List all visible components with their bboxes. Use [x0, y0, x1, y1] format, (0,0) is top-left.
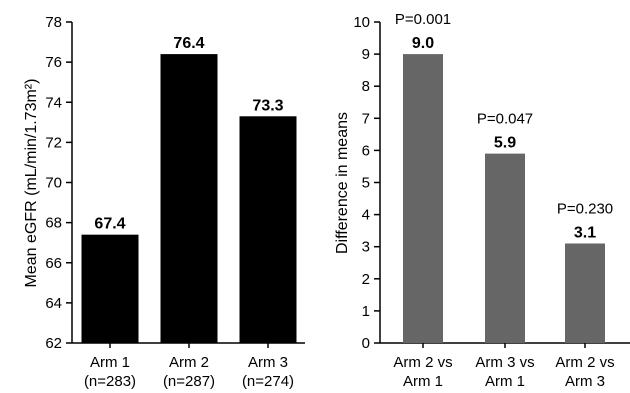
right-y-axis-label: Difference in means	[334, 112, 351, 254]
right-y-tick-label: 7	[362, 110, 370, 127]
right-p-value-label: P=0.230	[557, 200, 613, 217]
left-y-tick-label: 64	[45, 295, 62, 312]
left-y-tick-label: 72	[45, 134, 62, 151]
left-category-label: Arm 3	[248, 354, 288, 371]
left-category-label: Arm 1	[90, 354, 130, 371]
left-y-tick-label: 74	[45, 94, 62, 111]
left-category-label: (n=283)	[84, 373, 136, 390]
right-y-tick-label: 3	[362, 239, 370, 256]
right-y-tick-label: 1	[362, 303, 370, 320]
left-data-label: 73.3	[252, 97, 283, 114]
right-y-tick-label: 8	[362, 78, 370, 95]
left-chart-panel: Mean eGFR (mL/min/1.73m²) 62 64 66 68 70 72 74…	[23, 14, 305, 390]
left-y-tick-label: 78	[45, 14, 62, 31]
right-y-tick-label: 10	[353, 14, 370, 31]
left-category-label: (n=287)	[163, 373, 215, 390]
right-category-label: Arm 1	[485, 373, 525, 390]
left-y-axis-label: Mean eGFR (mL/min/1.73m²)	[23, 79, 40, 288]
left-bar	[81, 234, 139, 343]
right-category-label: Arm 3 vs	[475, 354, 534, 371]
right-category-label: Arm 2 vs	[393, 354, 452, 371]
left-y-tick-label: 76	[45, 54, 62, 71]
left-category-label: Arm 2	[169, 354, 209, 371]
right-y-tick-label: 5	[362, 175, 370, 192]
right-data-label: 5.9	[494, 135, 516, 152]
right-category-label: Arm 1	[403, 373, 443, 390]
right-bar	[403, 54, 443, 343]
right-bar	[565, 243, 605, 343]
right-p-value-label: P=0.001	[395, 11, 451, 28]
right-y-tick-label: 2	[362, 271, 370, 288]
right-chart-panel: Difference in means 0 1 2 3 4 5 6 7 8 9 10 9.0 P=0.…	[334, 11, 630, 390]
right-y-tick-label: 9	[362, 46, 370, 63]
right-data-label: 3.1	[574, 224, 596, 241]
right-category-label: Arm 2 vs	[555, 354, 614, 371]
right-p-value-label: P=0.047	[477, 111, 533, 128]
left-bar	[160, 54, 218, 343]
right-bar	[485, 153, 525, 343]
left-y-tick-label: 70	[45, 175, 62, 192]
left-y-tick-label: 62	[45, 335, 62, 352]
right-category-label: Arm 3	[565, 373, 605, 390]
right-data-label: 9.0	[412, 35, 434, 52]
left-bar	[239, 116, 297, 343]
left-data-label: 76.4	[173, 35, 204, 52]
right-y-tick-label: 4	[362, 207, 370, 224]
left-category-label: (n=274)	[242, 373, 294, 390]
right-y-tick-label: 0	[362, 335, 370, 352]
left-y-tick-label: 66	[45, 255, 62, 272]
left-data-label: 67.4	[94, 216, 125, 233]
left-y-tick-label: 68	[45, 215, 62, 232]
right-y-tick-label: 6	[362, 142, 370, 159]
